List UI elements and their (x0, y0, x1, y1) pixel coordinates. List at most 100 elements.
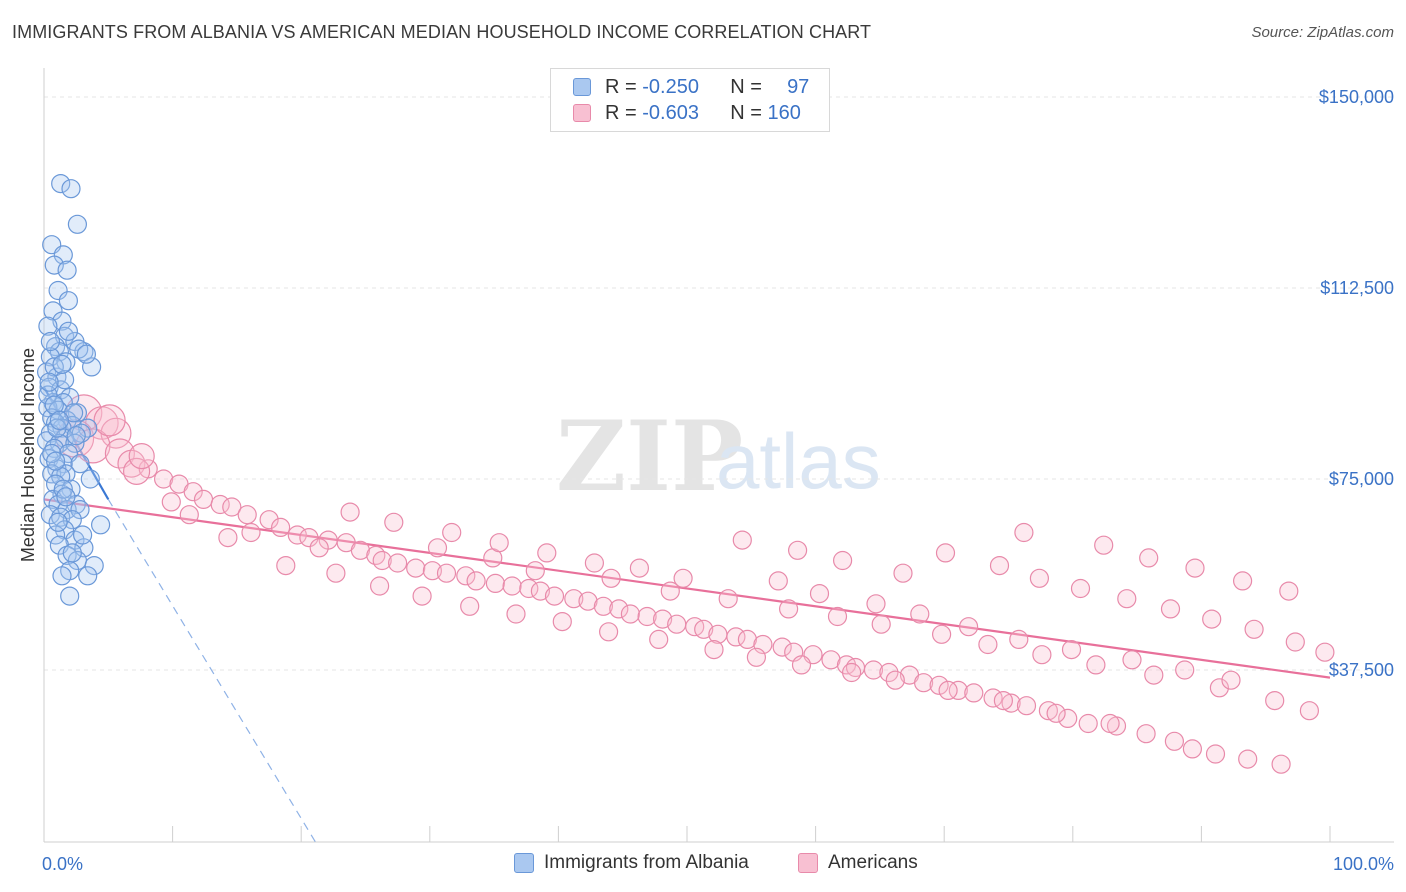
point-americans (372, 550, 392, 571)
point-americans (422, 561, 442, 581)
point-americans (1032, 645, 1052, 665)
point-albania (80, 469, 100, 489)
point-americans (1061, 639, 1082, 660)
point-albania (58, 291, 79, 311)
point-americans (1244, 619, 1264, 639)
point-americans (726, 627, 746, 647)
point-albania (81, 357, 102, 377)
point-americans (1058, 708, 1078, 729)
point-albania (72, 525, 93, 545)
point-americans (1038, 701, 1059, 721)
point-americans (637, 606, 657, 627)
point-albania (58, 321, 79, 341)
point-americans (673, 568, 693, 588)
point-americans (525, 561, 545, 581)
point-albania (48, 280, 68, 301)
point-americans (237, 505, 257, 525)
point-americans (1175, 660, 1195, 680)
chart-title: IMMIGRANTS FROM ALBANIA VS AMERICAN MEDI… (12, 22, 872, 42)
point-americans (1221, 670, 1241, 690)
point-americans (1279, 581, 1299, 601)
point-americans (366, 545, 386, 566)
point-americans (552, 611, 572, 632)
point-americans (660, 581, 680, 601)
point-americans (593, 596, 614, 616)
point-americans (929, 675, 949, 695)
point-albania (44, 395, 64, 415)
point-americans (1271, 754, 1291, 774)
point-americans (667, 614, 687, 634)
point-americans (276, 555, 296, 576)
point-americans (388, 553, 408, 573)
point-americans (948, 680, 968, 701)
y-tick-labels: $37,500 $75,000 $112,500 $150,000 (1319, 87, 1394, 680)
point-americans (384, 512, 404, 532)
point-americans (1094, 535, 1114, 555)
x-ticks (43, 826, 1331, 842)
point-americans (778, 599, 799, 619)
point-americans (1299, 701, 1320, 721)
point-americans (406, 558, 426, 578)
point-americans (694, 619, 714, 639)
point-albania (62, 510, 82, 530)
point-americans (791, 655, 812, 675)
point-americans (259, 510, 279, 530)
legend-swatch-albania (573, 78, 591, 96)
point-americans (1238, 749, 1258, 769)
point-americans (154, 469, 174, 489)
point-americans (885, 670, 905, 690)
point-americans (938, 680, 958, 701)
point-americans (910, 604, 930, 624)
trend-line-americans (43, 498, 1331, 679)
point-americans (427, 538, 448, 558)
point-albania (57, 545, 77, 566)
trend-line-albania-extension (107, 499, 316, 843)
y-tick-label: $150,000 (1319, 87, 1394, 107)
watermark: ZIP atlas (556, 400, 881, 513)
point-americans (1100, 713, 1120, 734)
point-americans (827, 606, 848, 627)
point-albania (48, 512, 68, 532)
legend-n-value-americans: 160 (767, 101, 801, 124)
y-tick-label: $75,000 (1329, 469, 1394, 489)
point-americans (832, 550, 853, 571)
point-albania (45, 451, 66, 471)
point-americans (442, 522, 462, 543)
point-albania (65, 433, 85, 453)
point-americans (222, 497, 242, 517)
point-albania (90, 515, 111, 535)
point-americans (123, 457, 151, 485)
point-americans (584, 553, 605, 573)
point-americans (1001, 693, 1021, 713)
point-americans (652, 609, 673, 629)
bottom-legend-swatch-albania (514, 853, 534, 873)
point-americans (1016, 696, 1037, 716)
point-americans (299, 527, 319, 548)
point-americans (340, 502, 360, 522)
point-americans (564, 589, 584, 609)
point-albania (62, 543, 82, 563)
point-americans (1139, 548, 1159, 568)
point-americans (993, 690, 1014, 711)
point-americans (704, 639, 724, 660)
point-americans (863, 660, 884, 680)
y-tick-label: $112,500 (1320, 278, 1394, 298)
point-albania (49, 410, 70, 430)
point-albania (51, 507, 71, 527)
legend-n-label: N = (730, 75, 762, 98)
point-americans (1122, 650, 1142, 670)
point-americans (502, 576, 522, 596)
bottom-legend: Immigrants from Albania Americans (0, 852, 1406, 878)
point-americans (456, 566, 476, 586)
point-albania (78, 418, 98, 438)
legend-row-albania: R = -0.250 N = 97 (573, 74, 809, 100)
legend-r-label: R = (605, 101, 637, 124)
x-tick-label-max: 100.0% (1333, 854, 1394, 874)
point-americans (1202, 609, 1222, 629)
point-americans (913, 673, 934, 693)
point-americans (1164, 731, 1185, 751)
point-albania (74, 342, 94, 362)
point-americans (1009, 629, 1029, 650)
point-albania (40, 347, 61, 367)
point-americans (989, 555, 1010, 576)
